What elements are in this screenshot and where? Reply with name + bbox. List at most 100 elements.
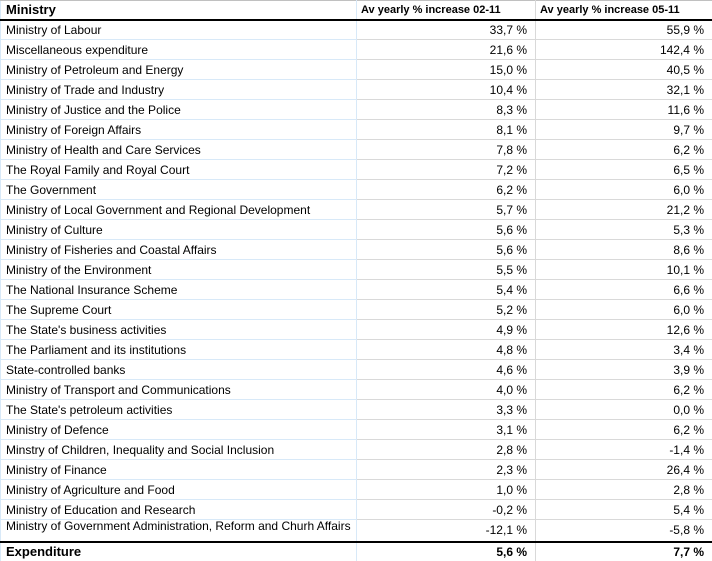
table-row: Ministry of Defence 3,1 % 6,2 % (0, 419, 712, 440)
ministry-name-cell: Ministry of the Environment (0, 259, 357, 280)
value-02-11-cell: 1,0 % (356, 479, 536, 500)
value-02-11-cell: 5,4 % (356, 279, 536, 300)
value-02-11-cell: 2,3 % (356, 459, 536, 480)
table-row: State-controlled banks 4,6 % 3,9 % (0, 359, 712, 380)
ministry-name-cell: The Royal Family and Royal Court (0, 159, 357, 180)
value-05-11-cell: 6,2 % (535, 379, 712, 400)
value-05-11-cell: -1,4 % (535, 439, 712, 460)
ministry-name-cell: The State's business activities (0, 319, 357, 340)
value-02-11-cell: 7,8 % (356, 139, 536, 160)
value-02-11-cell: 5,6 % (356, 239, 536, 260)
value-05-11-cell: 5,3 % (535, 219, 712, 240)
table-row: The State's business activities 4,9 % 12… (0, 319, 712, 340)
ministry-name-cell: State-controlled banks (0, 359, 357, 380)
value-02-11-cell: 5,6 % (356, 219, 536, 240)
value-05-11-cell: 142,4 % (535, 39, 712, 60)
table-row: The Supreme Court 5,2 % 6,0 % (0, 299, 712, 320)
table-row: Miscellaneous expenditure 21,6 % 142,4 % (0, 39, 712, 60)
ministry-name-cell: Ministry of Local Government and Regiona… (0, 199, 357, 220)
value-02-11-cell: 2,8 % (356, 439, 536, 460)
table-row: The State's petroleum activities 3,3 % 0… (0, 399, 712, 420)
total-value-02-11: 5,6 % (356, 541, 536, 561)
value-05-11-cell: 0,0 % (535, 399, 712, 420)
ministry-name-cell: The Parliament and its institutions (0, 339, 357, 360)
value-05-11-cell: 26,4 % (535, 459, 712, 480)
table-row: Ministry of Government Administration, R… (0, 519, 712, 543)
value-05-11-cell: 6,5 % (535, 159, 712, 180)
value-02-11-cell: 21,6 % (356, 39, 536, 60)
value-02-11-cell: 4,6 % (356, 359, 536, 380)
value-02-11-cell: 4,9 % (356, 319, 536, 340)
value-05-11-cell: 3,4 % (535, 339, 712, 360)
ministry-name-cell: The National Insurance Scheme (0, 279, 357, 300)
column-header-increase-05-11: Av yearly % increase 05-11 (535, 0, 712, 21)
ministry-name-cell: Ministry of Education and Research (0, 499, 357, 520)
table-body: Ministry of Labour 33,7 % 55,9 % Miscell… (0, 19, 712, 543)
ministry-name-cell: Ministry of Labour (0, 19, 357, 40)
value-02-11-cell: 8,1 % (356, 119, 536, 140)
value-02-11-cell: -0,2 % (356, 499, 536, 520)
value-02-11-cell: 15,0 % (356, 59, 536, 80)
ministry-name-cell: Ministry of Trade and Industry (0, 79, 357, 100)
table-row: Ministry of Finance 2,3 % 26,4 % (0, 459, 712, 480)
ministry-name-cell: Ministry of Culture (0, 219, 357, 240)
table-row: Ministry of Education and Research -0,2 … (0, 499, 712, 520)
column-header-increase-02-11: Av yearly % increase 02-11 (356, 0, 536, 21)
ministry-name-cell: Ministry of Defence (0, 419, 357, 440)
table-row: The Government 6,2 % 6,0 % (0, 179, 712, 200)
ministry-name-cell: Ministry of Agriculture and Food (0, 479, 357, 500)
value-02-11-cell: 6,2 % (356, 179, 536, 200)
value-02-11-cell: 8,3 % (356, 99, 536, 120)
value-05-11-cell: 12,6 % (535, 319, 712, 340)
value-05-11-cell: 6,0 % (535, 179, 712, 200)
table-row: Ministry of Local Government and Regiona… (0, 199, 712, 220)
ministry-name-cell: Ministry of Finance (0, 459, 357, 480)
value-02-11-cell: 7,2 % (356, 159, 536, 180)
value-02-11-cell: 5,5 % (356, 259, 536, 280)
ministry-name-cell: The Government (0, 179, 357, 200)
value-05-11-cell: 9,7 % (535, 119, 712, 140)
table-row: The Parliament and its institutions 4,8 … (0, 339, 712, 360)
table-row: Ministry of Fisheries and Coastal Affair… (0, 239, 712, 260)
value-05-11-cell: 21,2 % (535, 199, 712, 220)
ministry-name-cell: Ministry of Health and Care Services (0, 139, 357, 160)
value-05-11-cell: 6,2 % (535, 139, 712, 160)
value-05-11-cell: 55,9 % (535, 19, 712, 40)
value-02-11-cell: 4,0 % (356, 379, 536, 400)
value-02-11-cell: 5,2 % (356, 299, 536, 320)
column-header-ministry: Ministry (0, 0, 357, 21)
ministry-name-cell: Miscellaneous expenditure (0, 39, 357, 60)
ministry-name-cell: Ministry of Fisheries and Coastal Affair… (0, 239, 357, 260)
table-row: Ministry of Transport and Communications… (0, 379, 712, 400)
table-row: The National Insurance Scheme 5,4 % 6,6 … (0, 279, 712, 300)
header-row: Ministry Av yearly % increase 02-11 Av y… (0, 0, 712, 21)
table-row: Ministry of Trade and Industry 10,4 % 32… (0, 79, 712, 100)
value-02-11-cell: -12,1 % (356, 519, 536, 543)
value-05-11-cell: 10,1 % (535, 259, 712, 280)
total-row: Expenditure 5,6 % 7,7 % (0, 541, 712, 561)
ministry-name-cell: Minstry of Children, Inequality and Soci… (0, 439, 357, 460)
ministry-name-cell: Ministry of Justice and the Police (0, 99, 357, 120)
ministry-name-cell: Ministry of Government Administration, R… (0, 519, 357, 543)
value-05-11-cell: 8,6 % (535, 239, 712, 260)
value-05-11-cell: 6,2 % (535, 419, 712, 440)
total-row-label: Expenditure (0, 541, 357, 561)
total-value-05-11: 7,7 % (535, 541, 712, 561)
value-05-11-cell: 5,4 % (535, 499, 712, 520)
table-row: Ministry of the Environment 5,5 % 10,1 % (0, 259, 712, 280)
table-row: Ministry of Petroleum and Energy 15,0 % … (0, 59, 712, 80)
table-row: Ministry of Culture 5,6 % 5,3 % (0, 219, 712, 240)
table-row: Ministry of Health and Care Services 7,8… (0, 139, 712, 160)
table-row: Ministry of Foreign Affairs 8,1 % 9,7 % (0, 119, 712, 140)
ministry-name-cell: Ministry of Petroleum and Energy (0, 59, 357, 80)
value-05-11-cell: 32,1 % (535, 79, 712, 100)
value-02-11-cell: 3,3 % (356, 399, 536, 420)
value-02-11-cell: 3,1 % (356, 419, 536, 440)
table-row: The Royal Family and Royal Court 7,2 % 6… (0, 159, 712, 180)
value-05-11-cell: 40,5 % (535, 59, 712, 80)
ministry-name-cell: Ministry of Transport and Communications (0, 379, 357, 400)
value-05-11-cell: 2,8 % (535, 479, 712, 500)
value-02-11-cell: 4,8 % (356, 339, 536, 360)
value-05-11-cell: -5,8 % (535, 519, 712, 543)
